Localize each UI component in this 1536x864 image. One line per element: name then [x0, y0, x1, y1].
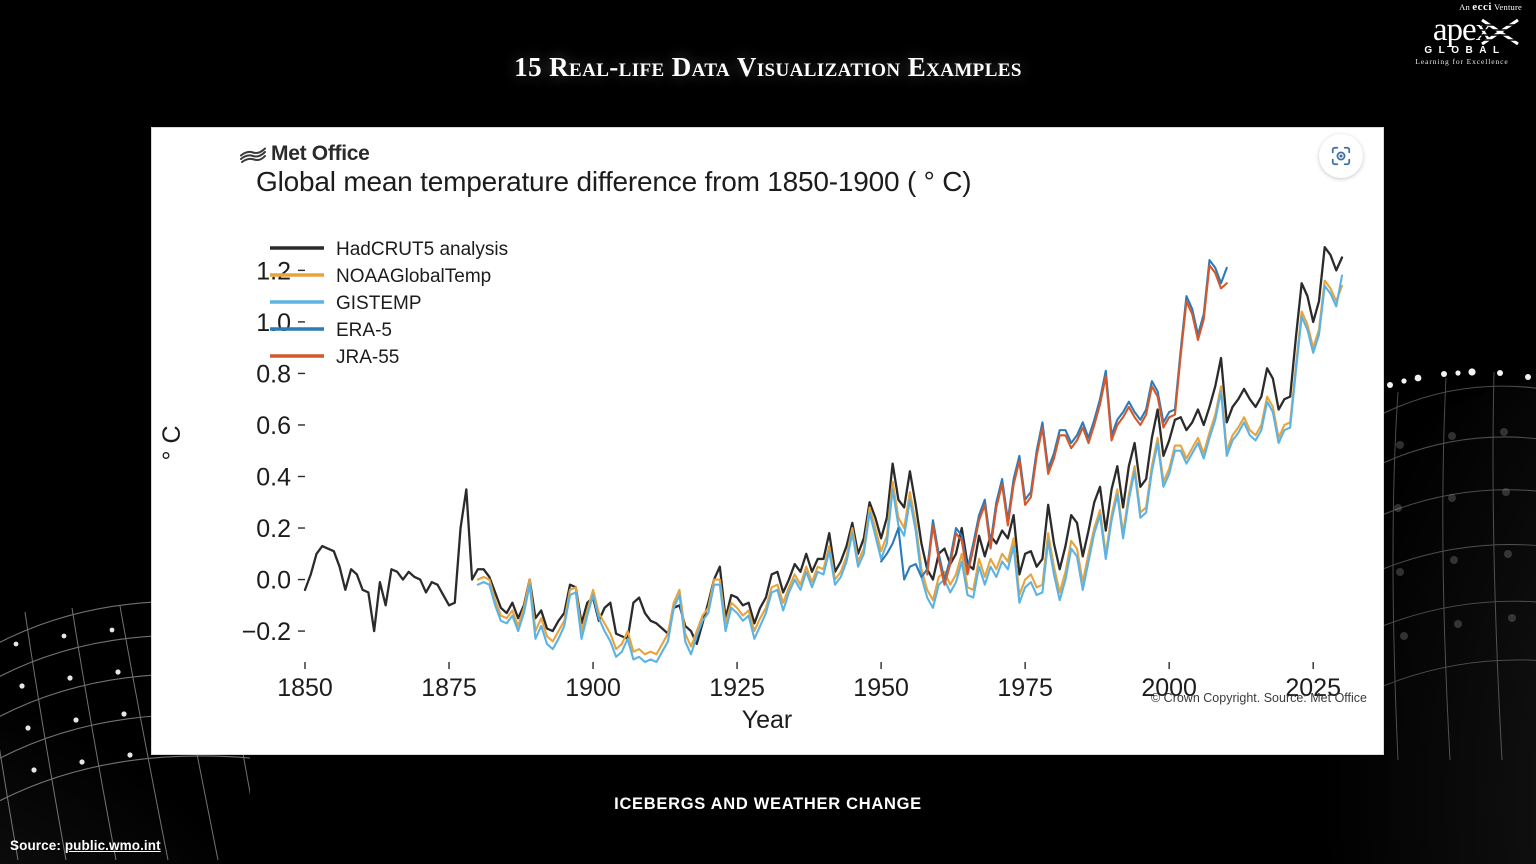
axis-ticks: 1850 1875 1900 1925 1950 1975 2000 2025 −0.2 0.0 0…	[242, 257, 1341, 702]
svg-text:0.4: 0.4	[256, 463, 291, 491]
svg-text:−0.2: −0.2	[242, 618, 291, 646]
svg-text:HadCRUT5 analysis: HadCRUT5 analysis	[336, 239, 508, 260]
lens-scan-icon	[1331, 146, 1351, 166]
svg-text:GISTEMP: GISTEMP	[336, 293, 422, 314]
plot-area: 1850 1875 1900 1925 1950 1975 2000 2025 −0.2 0.0 0…	[152, 128, 1383, 754]
met-office-logo-icon	[240, 147, 266, 163]
svg-text:1975: 1975	[997, 674, 1053, 702]
x-axis-label: Year	[742, 706, 793, 734]
chart-legend: HadCRUT5 analysis NOAAGlobalTemp GISTEMP ER…	[270, 239, 508, 368]
source-label: Source:	[10, 838, 65, 853]
y-axis-label: ° C	[158, 426, 186, 461]
slide-caption: ICEBERGS AND WEATHER CHANGE	[614, 795, 922, 813]
svg-text:1850: 1850	[277, 674, 333, 702]
logo-wordmark: apex	[1396, 14, 1528, 48]
google-lens-button[interactable]	[1319, 134, 1363, 178]
svg-text:0.8: 0.8	[256, 360, 291, 388]
svg-text:1.0: 1.0	[256, 309, 291, 337]
chart-card: Met Office Global mean temperature diffe…	[152, 128, 1383, 754]
svg-text:ERA-5: ERA-5	[336, 320, 392, 341]
svg-text:1900: 1900	[565, 674, 621, 702]
svg-text:0.6: 0.6	[256, 412, 291, 440]
svg-text:1925: 1925	[709, 674, 765, 702]
logo-eyebrow: An ecci Venture	[1459, 1, 1522, 13]
svg-text:2000: 2000	[1141, 674, 1197, 702]
source-note: Source: public.wmo.int	[10, 838, 161, 853]
logo-x-mark	[1480, 18, 1520, 46]
svg-text:0.0: 0.0	[256, 567, 291, 595]
svg-text:1950: 1950	[853, 674, 909, 702]
apex-global-logo: An ecci Venture apex GLOBAL Learning for…	[1396, 2, 1528, 66]
svg-text:0.2: 0.2	[256, 515, 291, 543]
svg-text:2025: 2025	[1285, 674, 1341, 702]
chart-title: Global mean temperature difference from …	[256, 166, 972, 197]
temperature-line-chart: 1850 1875 1900 1925 1950 1975 2000 2025 −0.2 0.0 0…	[158, 239, 1367, 734]
svg-text:NOAAGlobalTemp: NOAAGlobalTemp	[336, 266, 491, 287]
series-lines	[303, 246, 1344, 664]
page-title: 15 Real-life Data Visualization Examples	[514, 52, 1022, 82]
svg-text:1875: 1875	[421, 674, 477, 702]
svg-text:1.2: 1.2	[256, 257, 291, 285]
met-office-label: Met Office	[271, 142, 370, 165]
met-office-branding: Met Office	[240, 142, 370, 166]
chart-credit: © Crown Copyright. Source: Met Office	[1151, 691, 1367, 705]
logo-tagline: Learning for Excellence	[1415, 57, 1509, 66]
logo-global-text: GLOBAL	[1424, 45, 1506, 56]
source-link[interactable]: public.wmo.int	[64, 838, 161, 853]
svg-text:JRA-55: JRA-55	[336, 347, 399, 368]
